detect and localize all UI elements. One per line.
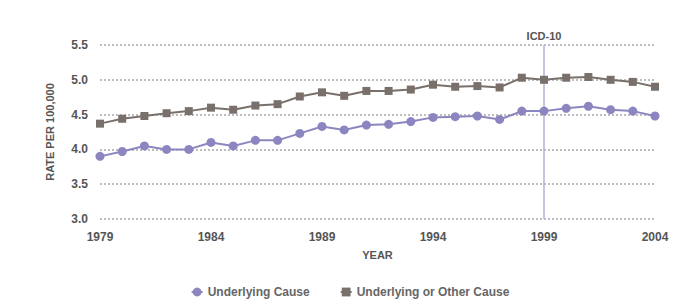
svg-text:4.0: 4.0 [71,142,88,156]
svg-text:1999: 1999 [531,230,558,244]
svg-text:3.0: 3.0 [71,212,88,226]
svg-text:2004: 2004 [642,230,669,244]
svg-text:YEAR: YEAR [362,249,393,261]
svg-text:3.5: 3.5 [71,177,88,191]
svg-text:Underlying Cause: Underlying Cause [208,285,310,299]
svg-text:1994: 1994 [420,230,447,244]
svg-text:4.5: 4.5 [71,108,88,122]
svg-text:5.5: 5.5 [71,38,88,52]
svg-text:1979: 1979 [87,230,114,244]
svg-text:Underlying or Other Cause: Underlying or Other Cause [357,285,510,299]
svg-text:5.0: 5.0 [71,73,88,87]
svg-text:1989: 1989 [309,230,336,244]
svg-text:ICD-10: ICD-10 [527,30,562,42]
svg-text:1984: 1984 [198,230,225,244]
svg-text:RATE PER 100,000: RATE PER 100,000 [44,83,56,181]
